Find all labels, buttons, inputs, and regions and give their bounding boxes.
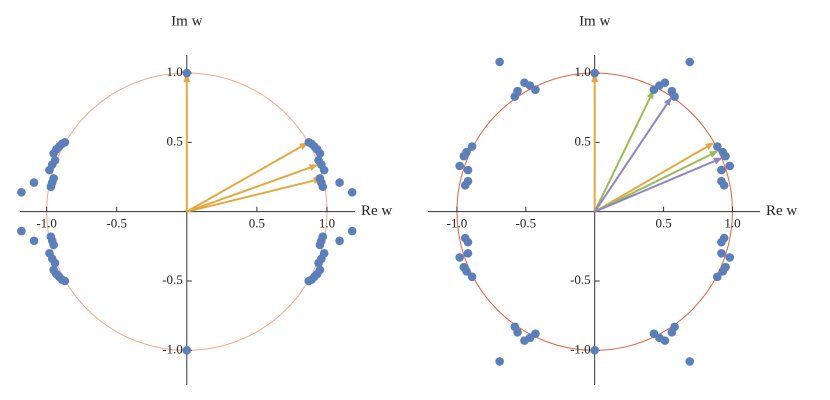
point [719, 181, 729, 190]
arrow-head [183, 73, 191, 83]
point [335, 236, 344, 246]
point [495, 57, 504, 67]
x-tick-label: -0.5 [106, 216, 127, 231]
arrow [593, 103, 668, 213]
point [467, 272, 477, 282]
y-axis-label: Im w [171, 13, 202, 29]
x-axis-label: Re w [361, 203, 392, 219]
x-tick-label: 0.5 [249, 216, 265, 231]
point [463, 248, 473, 258]
arrow [593, 97, 651, 213]
point [510, 92, 520, 101]
point [318, 232, 328, 241]
point [335, 178, 344, 187]
y-axis-label: Im w [579, 13, 610, 29]
y-tick-label: -1.0 [570, 341, 591, 356]
point [315, 149, 325, 158]
point [717, 165, 726, 175]
point [17, 187, 26, 197]
point [520, 336, 529, 345]
point [459, 151, 469, 161]
point [182, 346, 192, 355]
point [315, 265, 325, 275]
point [17, 226, 26, 236]
point [455, 253, 464, 262]
point [717, 248, 726, 258]
point [712, 142, 722, 151]
plot: -1.0 -0.5 0.5 1.0 -1.0 -0.5 0.5 1.0 Re w Im w [17, 13, 392, 385]
point [725, 161, 734, 171]
point [460, 181, 470, 190]
point [49, 149, 58, 158]
point [463, 165, 473, 175]
point [719, 233, 729, 243]
arrow-head [663, 96, 672, 107]
arrow-head [704, 142, 715, 150]
x-tick-label: 1.0 [319, 216, 335, 231]
point [495, 357, 504, 366]
point [721, 151, 730, 161]
point [712, 272, 722, 282]
point [29, 236, 39, 246]
arrow [186, 145, 302, 213]
point [670, 92, 679, 101]
x-tick-label: -1.0 [447, 216, 468, 231]
arrow-head [709, 150, 719, 158]
arrow [186, 179, 315, 213]
arrow [594, 160, 715, 213]
point [460, 233, 470, 243]
arrow [594, 153, 712, 213]
y-tick-label: 0.5 [574, 133, 590, 148]
y-tick-label: 0.5 [167, 133, 183, 148]
point [520, 78, 529, 88]
point [467, 142, 477, 151]
point [319, 165, 329, 175]
point [347, 226, 357, 236]
point [670, 322, 679, 332]
point [318, 182, 328, 192]
point [685, 357, 695, 366]
point [459, 262, 469, 272]
arrow-head [308, 164, 319, 171]
arrow-head [713, 157, 723, 165]
point [182, 68, 192, 78]
x-tick-label: -1.0 [36, 216, 57, 231]
y-tick-label: -1.0 [162, 341, 183, 356]
point [590, 68, 599, 78]
point [49, 265, 58, 275]
arrow [186, 166, 311, 213]
arrow-head [591, 73, 599, 83]
point [510, 322, 520, 332]
point [660, 78, 670, 88]
point [455, 161, 464, 171]
x-tick-label: -0.5 [516, 216, 537, 231]
y-tick-label: -0.5 [162, 272, 183, 287]
point [46, 232, 56, 241]
y-tick-label: 1.0 [574, 64, 590, 79]
x-tick-label: 1.0 [724, 216, 740, 231]
point [725, 253, 734, 262]
point [45, 165, 54, 175]
point [319, 248, 329, 258]
x-tick-label: 0.5 [655, 216, 671, 231]
y-tick-label: -0.5 [570, 272, 591, 287]
point [46, 182, 56, 192]
point [347, 187, 357, 197]
arrow [594, 145, 708, 213]
y-tick-label: 1.0 [167, 64, 183, 79]
point [29, 178, 39, 187]
point [660, 336, 670, 345]
x-axis-label: Re w [766, 203, 797, 219]
point [45, 248, 54, 258]
point [685, 57, 695, 67]
point [590, 346, 599, 355]
point [721, 262, 730, 272]
plot: -1.0 -0.5 0.5 1.0 -1.0 -0.5 0.5 1.0 Re w Im w [428, 13, 797, 385]
